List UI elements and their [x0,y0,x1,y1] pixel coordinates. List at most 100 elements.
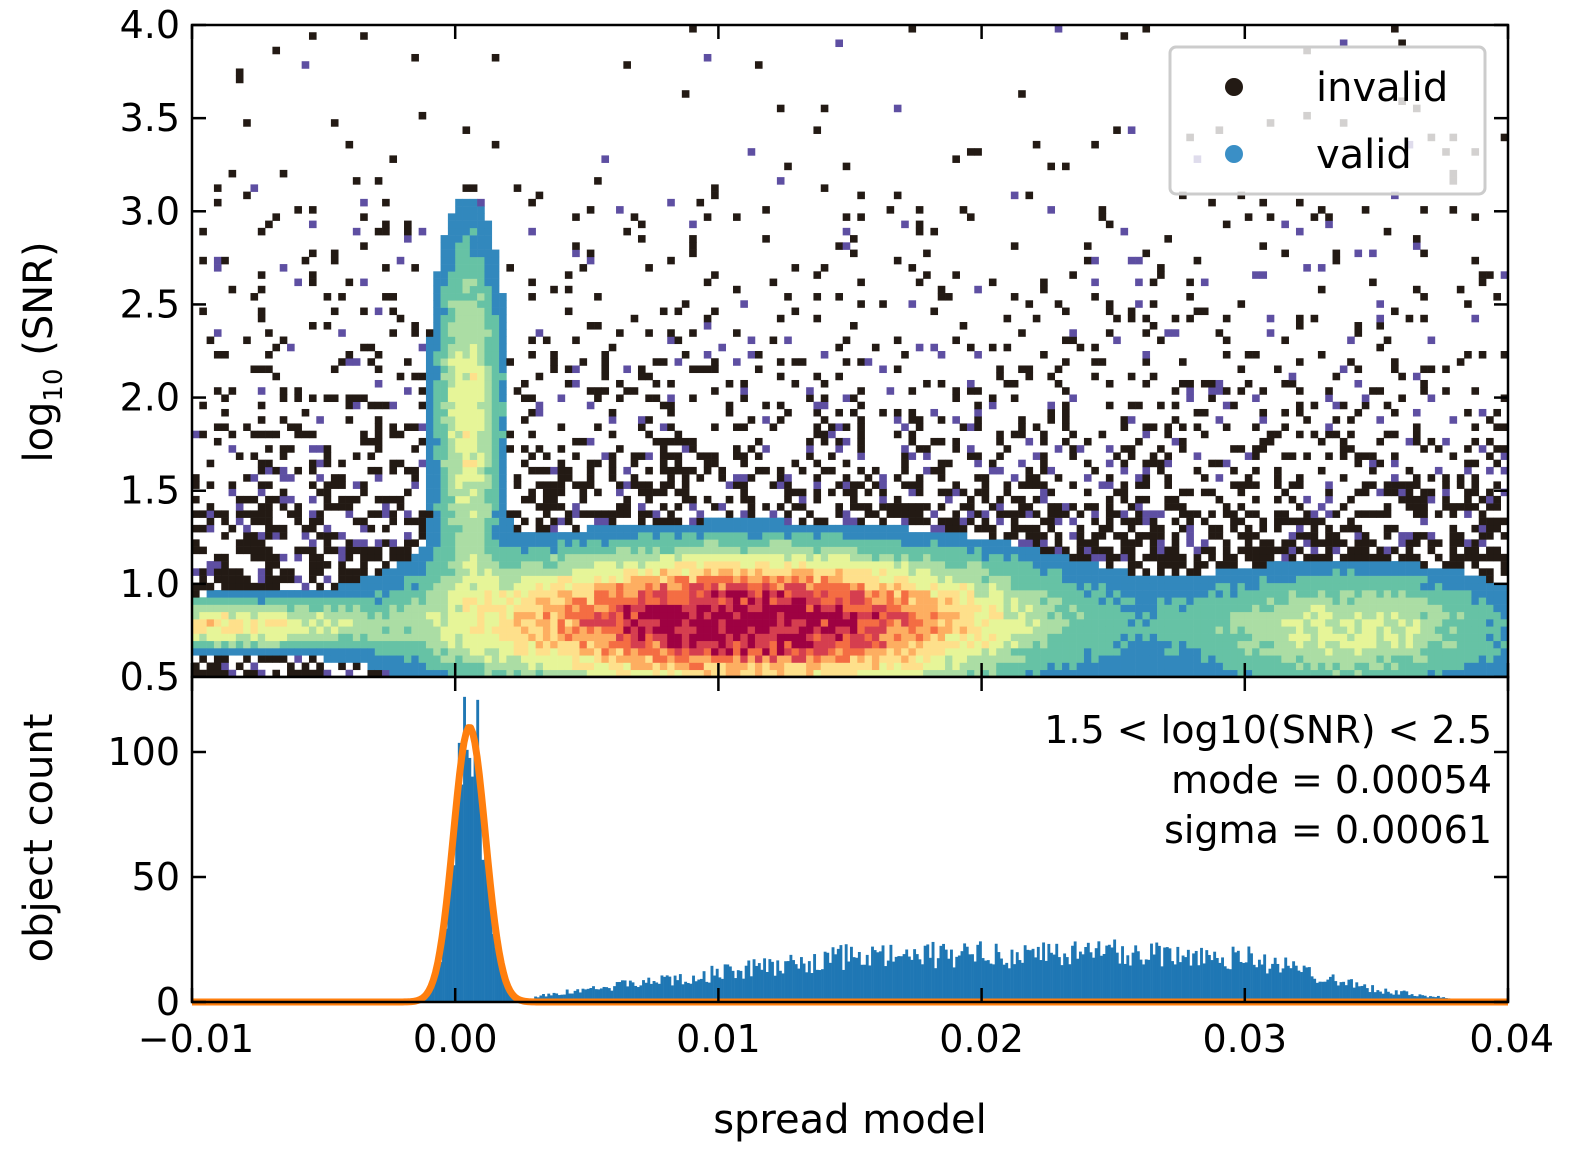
heatmap-cell [1274,517,1282,526]
heatmap-cell [725,582,734,591]
heatmap-cell [1193,575,1202,584]
heatmap-cell [937,568,946,576]
heatmap-cell [1164,546,1172,555]
heatmap-cell [959,423,968,431]
heatmap-cell [681,474,690,482]
heatmap-cell [937,582,946,591]
heatmap-cell [484,459,493,468]
heatmap-cell [206,640,215,649]
heatmap-cell [1120,575,1129,584]
heatmap-cell [784,604,792,613]
heatmap-cell [213,633,222,642]
heatmap-cell [1252,495,1260,504]
heatmap-cell [1164,604,1172,613]
heatmap-cell [974,408,982,417]
heatmap-cell [1200,430,1209,439]
heatmap-cell [981,517,990,526]
heatmap-cell [1127,568,1136,576]
heatmap-cell [791,459,800,468]
heatmap-cell [908,416,917,424]
heatmap-cell [484,242,493,250]
heatmap-cell [1142,575,1151,584]
heatmap-cell [192,662,200,671]
heatmap-cell [1040,590,1048,598]
heatmap-cell [1062,611,1070,620]
heatmap-cell [287,510,295,518]
heatmap-cell [981,553,990,562]
heatmap-cell [301,546,310,555]
heatmap-cell [798,590,807,598]
heatmap-cell [725,495,734,504]
heatmap-cell [974,575,982,584]
heatmap-cell [740,597,748,605]
heatmap-cell [287,474,295,482]
heatmap-cell [528,590,536,598]
heatmap-cell [418,510,427,518]
heatmap-cell [974,604,982,613]
heatmap-cell [535,590,544,598]
heatmap-cell [1259,590,1268,598]
heatmap-cell [382,626,390,634]
heatmap-cell [1222,662,1231,671]
heatmap-cell [1062,669,1070,678]
heatmap-cell [1288,619,1297,627]
heatmap-cell [382,611,390,620]
heatmap-cell [981,546,990,555]
heatmap-cell [425,633,434,642]
heatmap-cell [564,582,573,591]
heatmap-cell [886,655,895,663]
heatmap-cell [579,611,588,620]
heatmap-cell [579,669,588,678]
heatmap-cell [1230,619,1238,627]
heatmap-cell [352,481,361,489]
heatmap-cell [455,503,463,511]
heatmap-cell [1091,626,1099,634]
heatmap-cell [382,561,390,569]
heatmap-cell [557,488,566,497]
heatmap-cell [535,466,544,475]
heatmap-cell [791,488,800,497]
heatmap-cell [711,459,719,468]
heatmap-cell [1215,633,1224,642]
heatmap-cell [1259,437,1268,446]
heatmap-cell [915,546,924,555]
heatmap-cell [206,611,215,620]
heatmap-cell [645,640,653,649]
heatmap-cell [952,604,960,613]
heatmap-cell [572,242,580,250]
heatmap-cell [594,524,602,533]
heatmap-cell [586,633,595,642]
heatmap-cell [1040,481,1048,489]
heatmap-cell [645,488,653,497]
heatmap-cell [981,474,990,482]
heatmap-cell [1135,561,1143,569]
heatmap-cell [447,561,456,569]
heatmap-cell [1244,351,1253,359]
heatmap-cell [1200,626,1209,634]
heatmap-cell [1215,655,1224,663]
heatmap-cell [1339,437,1348,446]
heatmap-cell [630,539,639,547]
heatmap-cell [996,590,1004,598]
heatmap-cell [308,271,317,279]
heatmap-cell [652,626,661,634]
heatmap-cell [455,206,463,214]
heatmap-cell [776,626,785,634]
heatmap-cell [871,343,880,352]
heatmap-cell [228,648,237,656]
heatmap-cell [696,532,705,540]
heatmap-cell [1303,633,1311,642]
heatmap-cell [521,590,529,598]
heatmap-cell [469,524,478,533]
heatmap-cell [791,626,800,634]
heatmap-cell [1164,459,1172,468]
heatmap-cell [265,524,273,533]
heatmap-cell [506,264,514,272]
heatmap-cell [674,626,683,634]
heatmap-cell [937,285,946,294]
heatmap-cell [257,619,266,627]
heatmap-cell [1354,532,1363,540]
heatmap-cell [535,401,544,410]
heatmap-cell [213,561,222,569]
heatmap-cell [1215,561,1224,569]
